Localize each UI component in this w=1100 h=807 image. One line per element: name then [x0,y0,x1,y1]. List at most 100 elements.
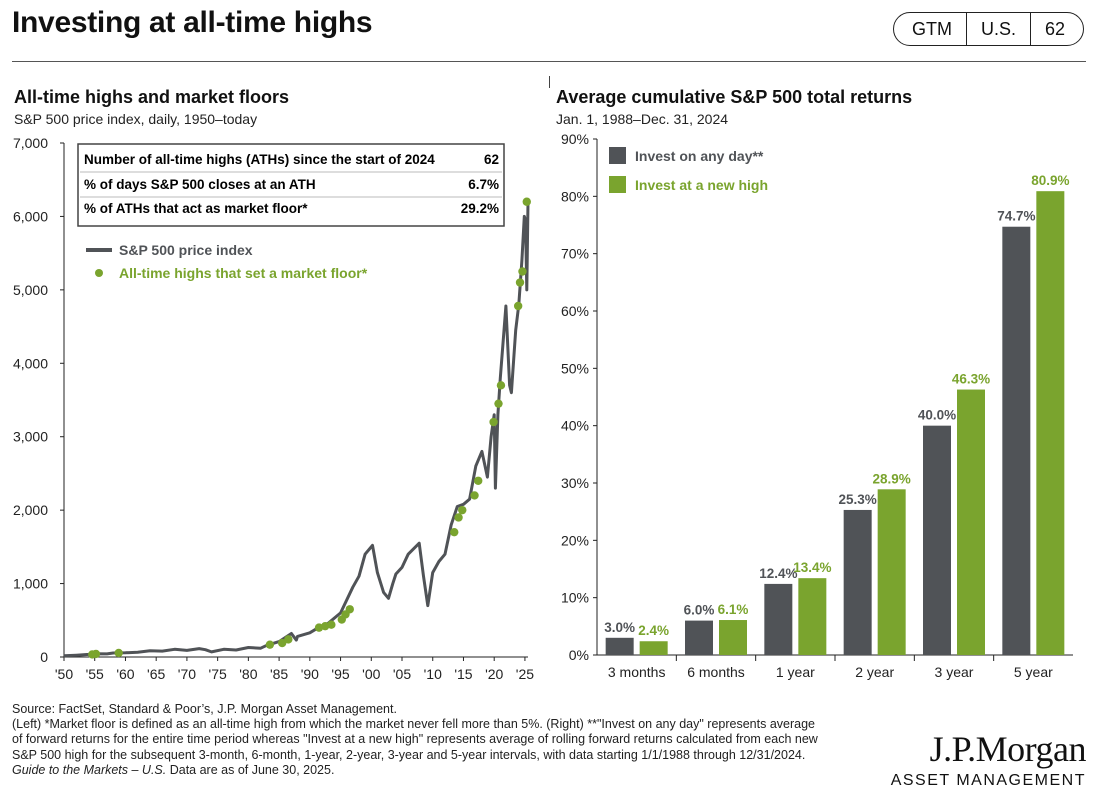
x-tick-label: '90 [301,666,319,682]
data-label-new-high: 13.4% [793,560,831,575]
data-label-any-day: 12.4% [759,566,797,581]
x-tick-label: '50 [55,666,73,682]
x-tick-label: '15 [454,666,472,682]
y-tick-label: 0% [569,647,589,663]
panel-divider [549,76,550,88]
bar-new-high [877,489,906,655]
bar-any-day [843,509,872,655]
bar-new-high [639,641,668,655]
x-tick-label: '25 [516,666,534,682]
x-tick-label: 1 year [776,664,815,680]
x-tick-label: 5 year [1014,664,1053,680]
market-floor-point [450,527,459,537]
footnotes: Source: FactSet, Standard & Poor’s, J.P.… [12,702,912,778]
data-label-any-day: 3.0% [604,620,635,635]
left-chart-legend: S&P 500 price index All-time highs that … [86,242,368,281]
legend-label-new-high: Invest at a new high [635,177,768,193]
x-tick-label: '60 [116,666,134,682]
y-tick-label: 90% [561,131,589,147]
stats-box-frame [77,143,505,227]
bar-new-high [1036,191,1065,655]
x-tick-label: '10 [424,666,442,682]
y-tick-label: 20% [561,532,589,548]
data-label-any-day: 40.0% [918,408,956,423]
x-tick-label: '00 [362,666,380,682]
data-label-any-day: 25.3% [839,492,877,507]
bar-any-day [605,637,634,655]
market-floor-point [114,648,123,658]
market-floor-point [345,605,354,614]
right-panel-title: Average cumulative S&P 500 total returns [556,87,913,107]
y-tick-label: 80% [561,188,589,204]
x-tick-label: 2 year [855,664,894,680]
market-floor-point [277,638,287,648]
right-bar-chart: 0% 10% 20% 30% 40% 50% 60% 70% 80% 90% 3 months 6 m… [561,131,1073,680]
legend-label-any-day: Invest on any day** [635,148,764,164]
x-tick-label: '75 [209,666,227,682]
data-label-any-day: 6.0% [684,603,715,618]
bar-any-day [764,583,793,655]
x-tick-label: '65 [147,666,165,682]
y-tick-label: 30% [561,475,589,491]
y-tick-label: 5,000 [13,282,48,298]
page-badge: GTM U.S. 62 [892,12,1084,46]
stats-label-ath-days: % of days S&P 500 closes at an ATH [84,177,316,192]
bar-any-day [923,425,951,655]
legend-swatch-floor [95,269,103,277]
stats-value-ath-count: 62 [484,152,499,167]
bar-new-high [957,389,985,655]
header-rule [12,61,1086,62]
market-floor-point [91,649,101,659]
market-floor-point [265,640,275,649]
y-tick-label: 10% [561,590,589,606]
y-tick-label: 60% [561,303,589,319]
x-tick-label: 6 months [687,664,745,680]
badge-page-number: 62 [1029,13,1083,45]
market-floor-point [474,476,483,485]
right-chart-axes: 0% 10% 20% 30% 40% 50% 60% 70% 80% 90% 3 months 6 m… [561,131,1073,680]
market-floor-point [284,635,293,644]
stats-value-ath-days: 6.7% [468,177,499,192]
left-panel-title: All-time highs and market floors [14,87,290,107]
footnote-line-1: (Left) *Market floor is defined as an al… [12,717,815,732]
logo-wordmark: J.P.Morgan [929,729,1087,769]
right-chart-bars: 3.0% 2.4% 6.0% 6.1% 12.4%13.4% 25.3% 28.9% 40.0… [604,173,1069,655]
legend-label-floor: All-time highs that set a market floor* [119,265,368,281]
data-label-new-high: 46.3% [952,372,990,387]
x-tick-label: '85 [270,666,288,682]
data-label-new-high: 80.9% [1031,173,1069,188]
footnote-guide: Guide to the Markets – U.S. [12,762,167,777]
x-tick-label: '95 [331,666,349,682]
footnote-line-2: of forward returns for the entire time p… [12,732,818,747]
y-tick-label: 40% [561,418,589,434]
x-tick-label: '55 [86,666,104,682]
data-label-new-high: 28.9% [873,471,911,486]
x-tick-label: 3 year [935,664,974,680]
footnote-line-4: Guide to the Markets – U.S. Data are as … [12,763,912,778]
market-floor-point [470,491,479,500]
market-floor-point [494,399,503,408]
footnote-line-3: S&P 500 high for the subsequent 3-month,… [12,747,806,762]
x-tick-label: '80 [239,666,257,682]
market-floor-point [327,620,336,629]
page-title: Investing at all-time highs [12,6,373,39]
left-panel-subtitle: S&P 500 price index, daily, 1950–today [14,111,258,127]
legend-swatch-any-day [609,147,626,164]
y-tick-label: 7,000 [13,135,48,151]
footnote-asof: Data are as of June 30, 2025. [166,762,335,777]
stats-label-ath-count: Number of all-time highs (ATHs) since th… [84,152,435,167]
x-tick-label: '05 [393,666,411,682]
y-tick-label: 2,000 [13,502,48,518]
market-floor-point [518,267,527,276]
badge-gtm: GTM [911,18,952,39]
x-tick-label: '70 [178,666,196,682]
legend-label-price: S&P 500 price index [119,242,253,258]
y-tick-label: 50% [561,360,589,376]
y-tick-label: 0 [40,649,48,665]
jpmorgan-logo: J.P.Morgan ASSET MANAGEMENT [891,729,1087,790]
market-floor-point [522,197,531,206]
stats-value-ath-floor: 29.2% [461,201,499,216]
y-tick-label: 70% [561,246,589,262]
bar-new-high [798,578,827,655]
bar-any-day [685,620,713,655]
